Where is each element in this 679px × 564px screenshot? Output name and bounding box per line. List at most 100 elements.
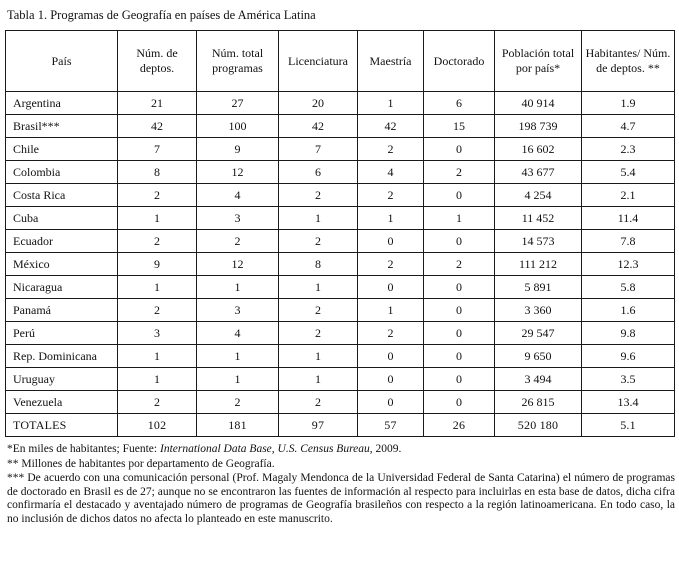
value-cell: 2 (196, 229, 279, 253)
value-cell: 1 (278, 275, 358, 299)
value-cell: 2 (278, 298, 358, 322)
table-row: Uruguay 1 1 1 0 0 3 494 3.5 (5, 367, 675, 391)
value-cell: 1 (117, 206, 197, 230)
value-cell: 2 (357, 252, 424, 276)
value-cell: 5 891 (494, 275, 582, 299)
value-cell: 1 (357, 206, 424, 230)
value-cell: 11.4 (581, 206, 675, 230)
value-cell: 12.3 (581, 252, 675, 276)
value-cell: 0 (357, 229, 424, 253)
column-header-3: Licenciatura (278, 30, 358, 92)
footnote-brasil: *** De acuerdo con una comunicación pers… (7, 472, 675, 525)
value-cell: 1 (423, 206, 495, 230)
value-cell: 1 (278, 344, 358, 368)
value-cell: 5.1 (581, 413, 675, 437)
value-cell: 2 (278, 229, 358, 253)
table-row: Rep. Dominicana 1 1 1 0 0 9 650 9.6 (5, 344, 675, 368)
value-cell: 1 (196, 275, 279, 299)
value-cell: 2 (117, 229, 197, 253)
value-cell: 57 (357, 413, 424, 437)
value-cell: 3 360 (494, 298, 582, 322)
value-cell: 1 (117, 344, 197, 368)
value-cell: 1 (278, 367, 358, 391)
table-header: País Núm. de deptos. Núm. total programas L… (5, 30, 675, 92)
country-cell: México (5, 252, 118, 276)
value-cell: 9.6 (581, 344, 675, 368)
table-row: Perú 3 4 2 2 0 29 547 9.8 (5, 321, 675, 345)
table-row: Brasil*** 42 100 42 42 15 198 739 4.7 (5, 114, 675, 138)
value-cell: 0 (423, 275, 495, 299)
value-cell: 40 914 (494, 91, 582, 115)
value-cell: 1 (117, 275, 197, 299)
value-cell: 3 (196, 298, 279, 322)
value-cell: 111 212 (494, 252, 582, 276)
footnote-source-post: , 2009. (369, 443, 402, 455)
column-header-6: Población total por país* (494, 30, 582, 92)
value-cell: 0 (423, 344, 495, 368)
value-cell: 14 573 (494, 229, 582, 253)
country-cell: Brasil*** (5, 114, 118, 138)
value-cell: 7.8 (581, 229, 675, 253)
value-cell: 1.9 (581, 91, 675, 115)
table-row: Nicaragua 1 1 1 0 0 5 891 5.8 (5, 275, 675, 299)
value-cell: 97 (278, 413, 358, 437)
value-cell: 1 (278, 206, 358, 230)
country-cell: Panamá (5, 298, 118, 322)
country-cell: Argentina (5, 91, 118, 115)
value-cell: 0 (357, 390, 424, 414)
value-cell: 2 (357, 137, 424, 161)
value-cell: 0 (357, 275, 424, 299)
value-cell: 7 (278, 137, 358, 161)
value-cell: 2 (423, 160, 495, 184)
value-cell: 1 (357, 298, 424, 322)
value-cell: 0 (423, 137, 495, 161)
value-cell: 12 (196, 160, 279, 184)
value-cell: 1 (196, 367, 279, 391)
country-cell: Uruguay (5, 367, 118, 391)
country-cell: Chile (5, 137, 118, 161)
footnotes: *En miles de habitantes; Fuente: Interna… (7, 443, 675, 526)
value-cell: 9 (196, 137, 279, 161)
value-cell: 9 (117, 252, 197, 276)
column-header-0: País (5, 30, 118, 92)
column-header-5: Doctorado (423, 30, 495, 92)
value-cell: 7 (117, 137, 197, 161)
table-row: Argentina 21 27 20 1 6 40 914 1.9 (5, 91, 675, 115)
value-cell: 6 (423, 91, 495, 115)
value-cell: 0 (357, 344, 424, 368)
value-cell: 12 (196, 252, 279, 276)
country-cell: Perú (5, 321, 118, 345)
value-cell: 8 (117, 160, 197, 184)
value-cell: 27 (196, 91, 279, 115)
value-cell: 2 (278, 321, 358, 345)
value-cell: 1 (117, 367, 197, 391)
value-cell: 0 (423, 229, 495, 253)
table-row: Ecuador 2 2 2 0 0 14 573 7.8 (5, 229, 675, 253)
value-cell: 2 (117, 298, 197, 322)
table-row: Chile 7 9 7 2 0 16 602 2.3 (5, 137, 675, 161)
column-header-2: Núm. total programas (196, 30, 279, 92)
value-cell: 2 (357, 321, 424, 345)
country-cell: Ecuador (5, 229, 118, 253)
totals-label-cell: TOTALES (5, 413, 118, 437)
value-cell: 1 (196, 344, 279, 368)
value-cell: 2.1 (581, 183, 675, 207)
value-cell: 0 (423, 390, 495, 414)
totals-row: TOTALES 102 181 97 57 26 520 180 5.1 (5, 413, 675, 437)
value-cell: 43 677 (494, 160, 582, 184)
country-cell: Costa Rica (5, 183, 118, 207)
value-cell: 102 (117, 413, 197, 437)
country-cell: Rep. Dominicana (5, 344, 118, 368)
value-cell: 2 (196, 390, 279, 414)
country-cell: Venezuela (5, 390, 118, 414)
value-cell: 26 (423, 413, 495, 437)
column-header-1: Núm. de deptos. (117, 30, 197, 92)
table-row: Venezuela 2 2 2 0 0 26 815 13.4 (5, 390, 675, 414)
value-cell: 0 (423, 367, 495, 391)
value-cell: 4.7 (581, 114, 675, 138)
value-cell: 0 (357, 367, 424, 391)
value-cell: 20 (278, 91, 358, 115)
table-row: México 9 12 8 2 2 111 212 12.3 (5, 252, 675, 276)
value-cell: 26 815 (494, 390, 582, 414)
value-cell: 2 (278, 390, 358, 414)
